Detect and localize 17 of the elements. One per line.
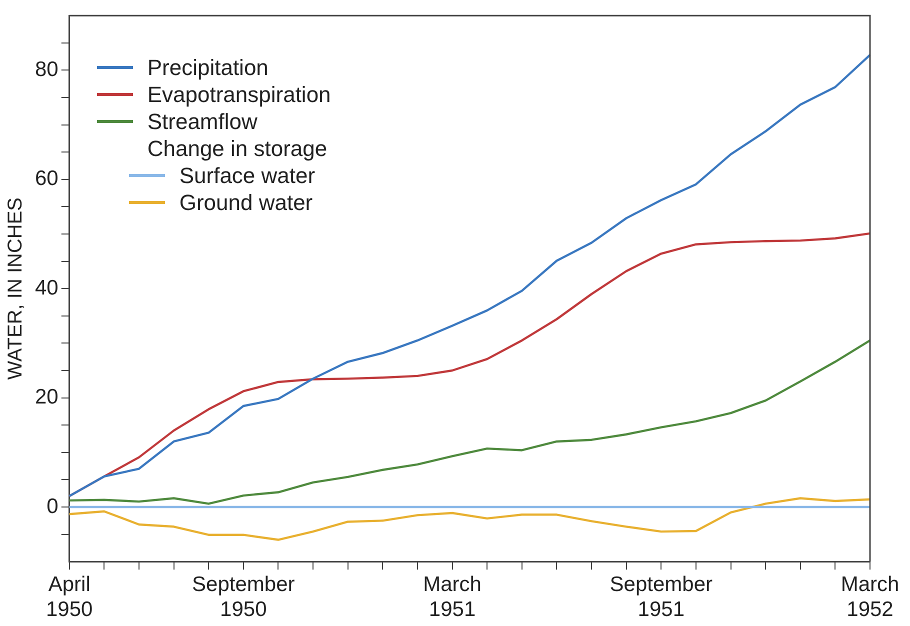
legend-label: Ground water [179,188,313,216]
y-tick-label: 0 [46,494,58,518]
legend-label: Streamflow [147,108,258,135]
y-axis-title: WATER, IN INCHES [4,197,27,380]
x-tick-label: September 1951 [610,572,713,622]
x-tick-label: September 1950 [192,572,295,622]
legend-title: Change in storage [146,134,328,162]
legend-label: Precipitation [147,54,268,81]
x-tick-label: March 1951 [423,572,482,622]
y-tick-label: 60 [35,167,58,190]
x-tick-label: March 1952 [840,572,900,622]
legend-label: Evapotranspiration [147,80,331,108]
y-tick-label: 80 [35,58,58,81]
y-tick-label: 40 [35,276,58,300]
x-tick-label: April 1950 [46,572,93,622]
legend-label: Surface water [179,162,316,189]
y-tick-label: 20 [35,386,58,409]
